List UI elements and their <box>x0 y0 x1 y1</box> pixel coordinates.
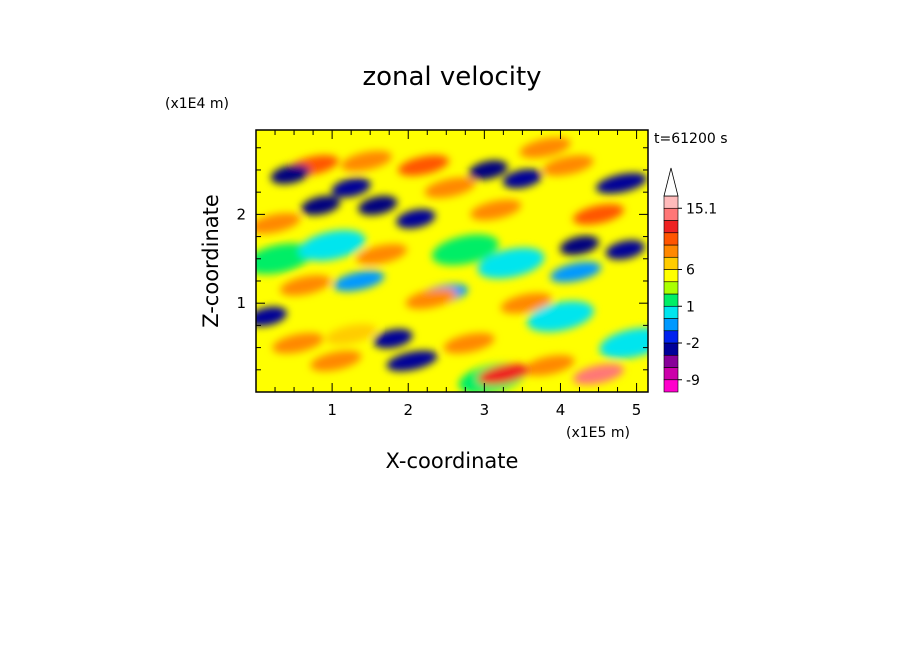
velocity-feature <box>340 150 392 172</box>
colorbar-swatch <box>663 354 679 368</box>
velocity-feature <box>397 155 450 176</box>
x-tick-label: 4 <box>556 401 566 419</box>
colorbar-swatch <box>663 367 679 381</box>
time-label: t=61200 s <box>654 131 728 147</box>
x-axis-label: X-coordinate <box>386 449 519 473</box>
velocity-feature <box>542 155 594 176</box>
velocity-feature <box>256 212 301 234</box>
velocity-feature <box>325 323 377 345</box>
y-tick-label: 2 <box>236 205 246 223</box>
velocity-feature <box>358 195 398 216</box>
colorbar-swatch <box>663 318 679 332</box>
velocity-feature <box>477 247 545 279</box>
velocity-feature <box>405 288 457 310</box>
colorbar-swatch <box>663 305 679 319</box>
colorbar-swatch <box>663 220 679 234</box>
colorbar-label: -9 <box>686 373 700 389</box>
velocity-feature <box>502 169 543 189</box>
velocity-feature <box>310 350 362 372</box>
velocity-feature <box>523 355 575 376</box>
colorbar-swatch <box>663 342 679 356</box>
velocity-feature <box>468 160 508 180</box>
velocity-feature <box>595 172 647 194</box>
plot-area <box>256 130 648 392</box>
x-tick-label: 1 <box>327 401 337 419</box>
x-tick-label: 2 <box>403 401 413 419</box>
velocity-feature <box>550 261 602 283</box>
velocity-feature <box>527 301 594 332</box>
colorbar-swatch <box>663 256 679 270</box>
x-tick-label: 3 <box>480 401 490 419</box>
colorbar-swatch <box>663 379 679 393</box>
colorbar-swatch <box>663 195 679 209</box>
velocity-feature <box>605 240 645 260</box>
velocity-feature <box>424 177 476 199</box>
colorbar-label: 15.1 <box>686 201 717 217</box>
velocity-feature <box>572 204 625 225</box>
colorbar-swatch <box>663 207 679 221</box>
velocity-features <box>256 137 648 392</box>
velocity-feature <box>572 363 625 385</box>
velocity-feature <box>298 230 366 261</box>
velocity-feature <box>431 234 499 266</box>
velocity-feature <box>333 270 385 292</box>
velocity-feature <box>373 328 413 349</box>
y-axis: 12 <box>236 147 648 371</box>
y-tick-label: 1 <box>236 294 246 312</box>
colorbar-label: -2 <box>686 336 700 352</box>
colorbar-swatch <box>663 269 679 283</box>
velocity-feature <box>396 209 436 229</box>
velocity-feature <box>256 306 288 327</box>
y-scale-label: (x1E4 m) <box>165 96 229 112</box>
colorbar-swatch <box>663 330 679 344</box>
colorbar-swatch <box>663 281 679 295</box>
x-tick-label: 5 <box>632 401 642 419</box>
velocity-feature <box>270 164 310 185</box>
plot-frame <box>255 129 649 393</box>
velocity-feature <box>256 243 313 275</box>
velocity-feature <box>500 292 552 314</box>
velocity-feature <box>599 327 648 359</box>
velocity-feature <box>356 243 408 265</box>
colorbar: 15.1 6 1 -2 -9 <box>663 167 717 393</box>
x-scale-label: (x1E5 m) <box>566 425 630 441</box>
y-axis-label: Z-coordinate <box>199 194 223 328</box>
velocity-feature <box>386 350 438 372</box>
velocity-feature <box>331 177 371 198</box>
chart-title: zonal velocity <box>362 62 541 92</box>
velocity-feature <box>519 137 571 159</box>
colorbar-label: 6 <box>686 263 695 279</box>
colorbar-swatch <box>663 244 679 258</box>
velocity-feature <box>559 235 600 256</box>
velocity-feature <box>470 199 522 221</box>
velocity-feature <box>272 332 324 354</box>
colorbar-swatch <box>663 293 679 307</box>
velocity-feature <box>477 363 529 385</box>
colorbar-label: 1 <box>686 299 695 315</box>
colorbar-swatch <box>663 232 679 246</box>
velocity-feature <box>443 332 495 354</box>
velocity-feature <box>301 195 341 216</box>
colorbar-extend-arrow <box>663 167 679 197</box>
velocity-feature <box>279 275 332 296</box>
x-axis: 1 2 3 4 5 <box>274 130 642 419</box>
